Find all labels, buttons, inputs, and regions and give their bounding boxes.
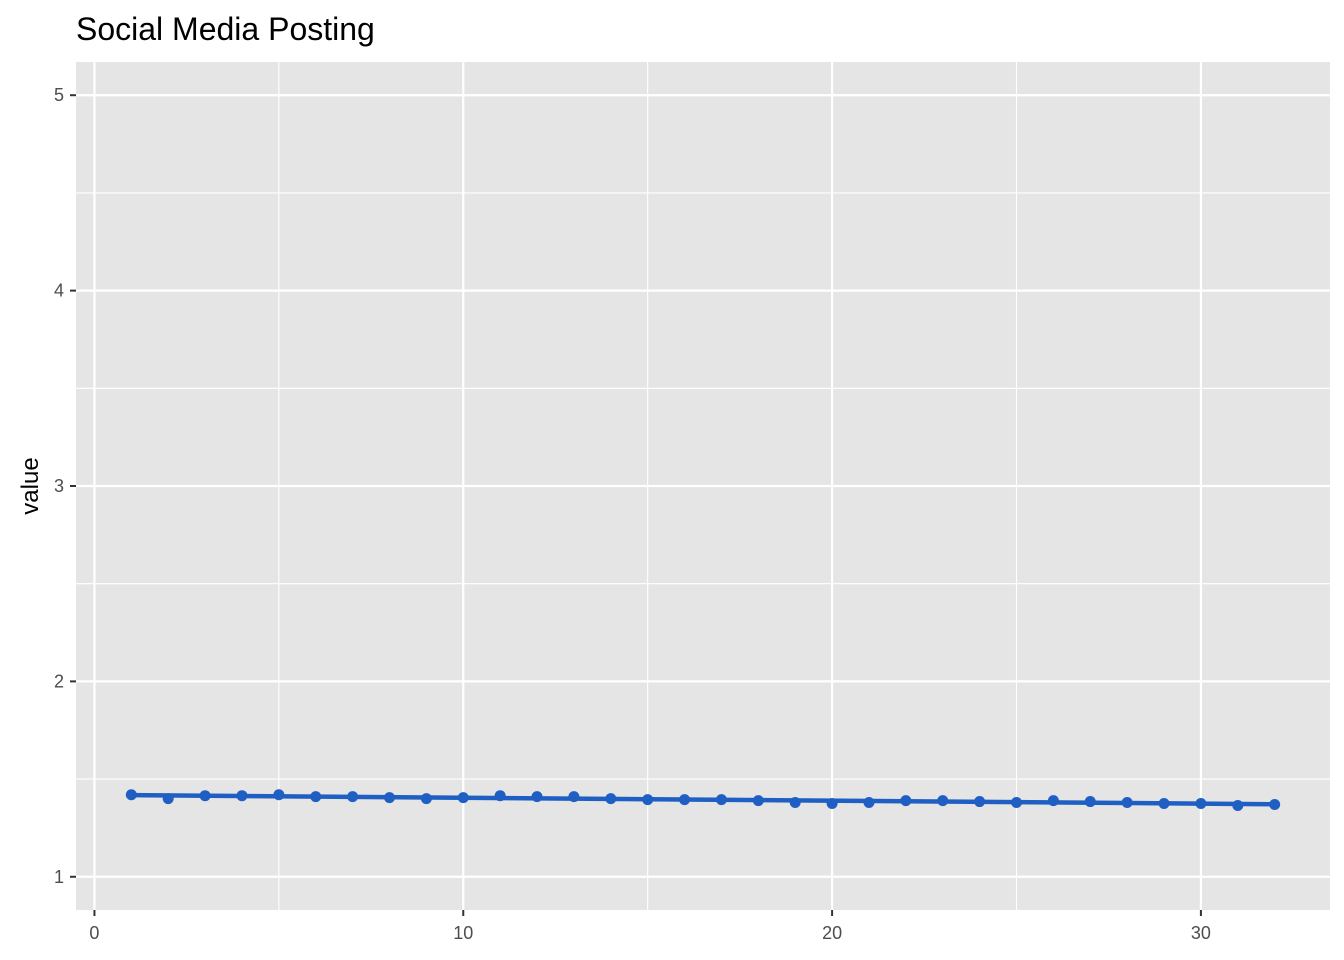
data-point	[162, 793, 174, 805]
data-point	[199, 790, 211, 802]
data-point	[420, 793, 432, 805]
series-layer	[125, 789, 1281, 811]
data-point	[1047, 795, 1059, 807]
x-tick-label: 30	[1191, 923, 1211, 943]
data-point	[1269, 798, 1281, 810]
y-tick-label: 5	[54, 85, 64, 105]
data-point	[1084, 796, 1096, 808]
major-gridlines	[76, 62, 1330, 910]
data-point	[1232, 799, 1244, 811]
x-tick-label: 10	[453, 923, 473, 943]
data-point	[679, 794, 691, 806]
data-point	[273, 789, 285, 801]
data-point	[531, 791, 543, 803]
data-point	[1121, 797, 1133, 809]
data-point	[642, 794, 654, 806]
axis-layer: 0 10 20 30 1 2 3 4 5	[54, 85, 1211, 943]
chart-title: Social Media Posting	[76, 11, 375, 47]
data-point	[494, 790, 506, 802]
x-tick-label: 20	[822, 923, 842, 943]
data-point	[863, 797, 875, 809]
data-point	[125, 789, 137, 801]
data-point	[1195, 798, 1207, 810]
data-point	[752, 795, 764, 807]
data-point	[900, 795, 912, 807]
y-tick-label: 2	[54, 671, 64, 691]
y-tick-label: 1	[54, 867, 64, 887]
data-point	[715, 794, 727, 806]
data-point	[826, 798, 838, 810]
data-point	[789, 797, 801, 809]
data-point	[974, 796, 986, 808]
data-point	[568, 791, 580, 803]
y-axis-label: value	[17, 457, 44, 514]
data-point	[384, 792, 395, 804]
data-point	[937, 795, 949, 807]
y-tick-label: 3	[54, 476, 64, 496]
data-point	[1158, 798, 1170, 810]
trend-line	[131, 792, 1275, 807]
data-point	[310, 791, 322, 803]
x-tick-label: 0	[89, 923, 99, 943]
data-point	[347, 791, 359, 803]
data-point	[236, 790, 248, 802]
data-point	[1011, 797, 1022, 809]
y-tick-label: 4	[54, 281, 64, 301]
data-point	[457, 792, 469, 804]
data-point	[605, 793, 617, 805]
